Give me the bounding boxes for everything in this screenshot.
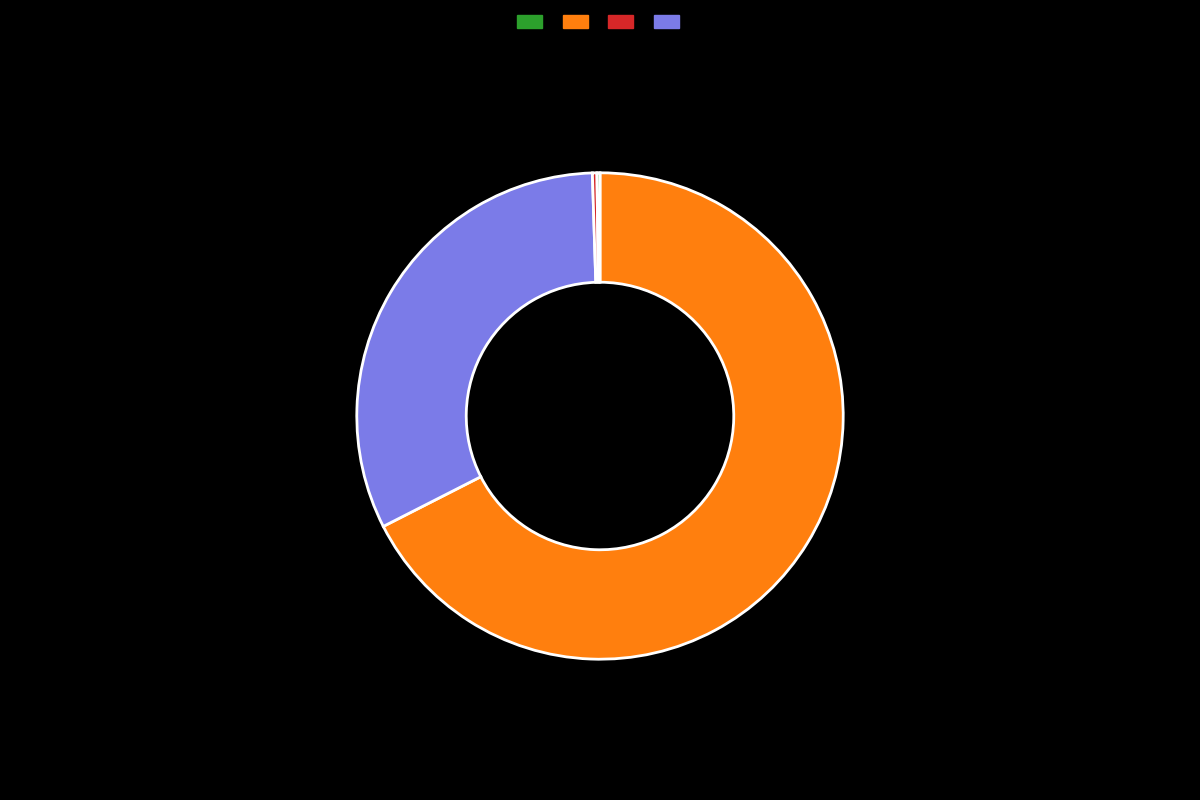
Wedge shape	[356, 173, 595, 526]
Legend: , , , : , , ,	[511, 10, 689, 34]
Wedge shape	[383, 173, 844, 659]
Wedge shape	[596, 173, 600, 282]
Wedge shape	[593, 173, 599, 282]
